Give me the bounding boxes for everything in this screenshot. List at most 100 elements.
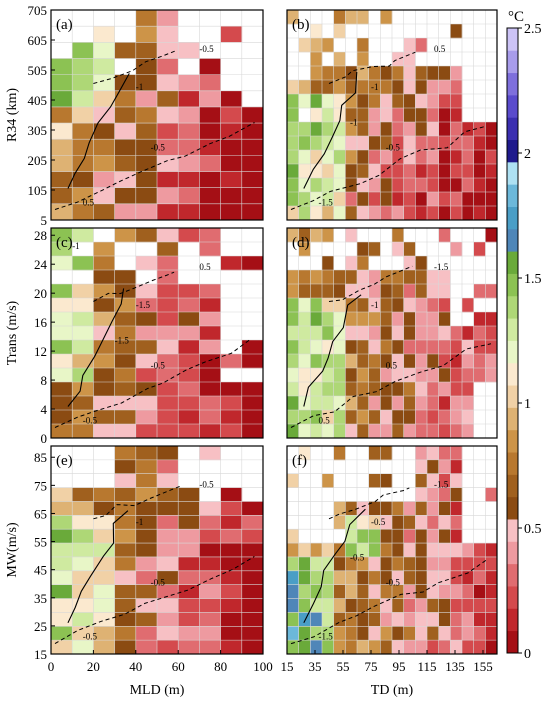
heatmap-cell — [392, 368, 404, 383]
heatmap-cell — [415, 136, 428, 151]
heatmap-cell — [427, 326, 439, 341]
heatmap-cell — [157, 187, 179, 205]
heatmap-cell — [333, 340, 346, 355]
panel-f: -0.5 -0.5 -1.5 -1.5 -0.5 (f) 15 35 55 75 95 115 135 1… — [281, 445, 498, 698]
heatmap-cell — [178, 326, 200, 341]
heatmap-cell — [322, 38, 334, 53]
colorbar-unit: °C — [508, 9, 524, 25]
heatmap-cell — [357, 529, 369, 544]
y-tick-label: 105 — [28, 183, 48, 198]
heatmap-cell — [93, 26, 115, 43]
heatmap-cell — [241, 584, 264, 599]
heatmap-cell — [220, 570, 243, 585]
heatmap-cell — [310, 108, 323, 123]
heatmap-cell — [322, 612, 334, 627]
heatmap-cell — [199, 368, 221, 383]
heatmap-cell — [473, 368, 486, 383]
heatmap-cell — [473, 312, 486, 327]
panel-label: (b) — [292, 17, 310, 33]
heatmap-cell — [135, 203, 158, 221]
heatmap-cell — [462, 626, 474, 641]
heatmap-cell — [415, 382, 428, 397]
heatmap-cell — [93, 90, 115, 108]
heatmap-cell — [403, 396, 416, 411]
heatmap-cell — [368, 80, 381, 95]
colorbar-segment — [507, 362, 518, 386]
heatmap-cell — [427, 312, 439, 327]
heatmap-cell — [403, 570, 416, 585]
heatmap-cell — [322, 368, 334, 383]
colorbar-tick-label: 0.5 — [524, 522, 542, 537]
panel-e: -1 -0.5 -0.5 -0.5 (e) 85 75 65 55 45 35 25 150 20 40 60… — [5, 445, 273, 698]
heatmap-cell — [322, 164, 334, 179]
heatmap-cell — [403, 326, 416, 341]
contour-dashed — [290, 559, 487, 645]
heatmap-cell — [485, 326, 498, 341]
colorbar-segment — [507, 385, 518, 408]
heatmap-cell — [380, 529, 393, 544]
heatmap-cell — [157, 640, 179, 655]
colorbar-segment — [507, 139, 518, 163]
heatmap-cell — [368, 556, 381, 572]
contour-dashed — [54, 556, 255, 645]
heatmap-cell — [403, 382, 416, 397]
heatmap-cell — [322, 340, 334, 355]
colorbar-segment — [507, 117, 518, 141]
heatmap-cell — [157, 298, 179, 313]
heatmap-cell — [178, 312, 200, 327]
heatmap-cell — [392, 80, 404, 95]
heatmap-cell — [93, 529, 115, 544]
heatmap-cell — [157, 242, 179, 257]
heatmap-cell — [368, 284, 381, 299]
heatmap-cell — [392, 410, 404, 425]
heatmap-cell — [114, 228, 137, 243]
heatmap-cell — [333, 24, 346, 39]
heatmap-cell — [178, 171, 200, 188]
heatmap-cell — [403, 122, 416, 137]
heatmap-cell — [178, 543, 200, 558]
heatmap-cell — [298, 612, 311, 627]
heatmap-cell — [178, 424, 200, 439]
heatmap-cell — [427, 354, 439, 369]
heatmap-cell — [135, 543, 158, 558]
heatmap-cell — [72, 284, 94, 299]
heatmap-cell — [199, 326, 221, 341]
heatmap-cell — [322, 94, 334, 109]
heatmap-cell — [135, 598, 158, 613]
heatmap-cell — [178, 74, 200, 92]
heatmap-cell — [220, 529, 243, 544]
heatmap-cell — [380, 192, 393, 207]
heatmap-cell — [368, 396, 381, 411]
heatmap-cell — [199, 501, 221, 516]
heatmap-cell — [345, 108, 358, 123]
heatmap-cell — [345, 298, 358, 313]
panel-label: (c) — [56, 235, 73, 251]
heatmap-cell — [427, 396, 439, 411]
heatmap-cell — [72, 106, 94, 124]
heatmap-cell — [438, 80, 451, 95]
heatmap-cell — [415, 473, 428, 488]
heatmap-cell — [450, 206, 463, 221]
heatmap-cell — [485, 192, 498, 207]
heatmap-cell — [220, 626, 243, 641]
heatmap-cell — [178, 640, 200, 655]
heatmap-cell — [403, 38, 416, 53]
heatmap-cell — [157, 106, 179, 124]
heatmap-cell — [178, 501, 200, 516]
heatmap-cell — [392, 298, 404, 313]
heatmap-cell — [310, 543, 323, 558]
heatmap-cell — [333, 192, 346, 207]
heatmap-cell — [322, 80, 334, 95]
heatmap-cell — [157, 396, 179, 411]
heatmap-cell — [157, 203, 179, 221]
heatmap-cell — [392, 570, 404, 585]
heatmap-cell — [310, 80, 323, 95]
heatmap-cell — [157, 228, 179, 243]
heatmap-cell — [403, 284, 416, 299]
heatmap-cell — [72, 515, 94, 530]
heatmap-cell — [368, 473, 381, 488]
contour-dashed — [290, 125, 487, 210]
heatmap-cell — [415, 164, 428, 179]
heatmap-cell — [357, 424, 369, 439]
